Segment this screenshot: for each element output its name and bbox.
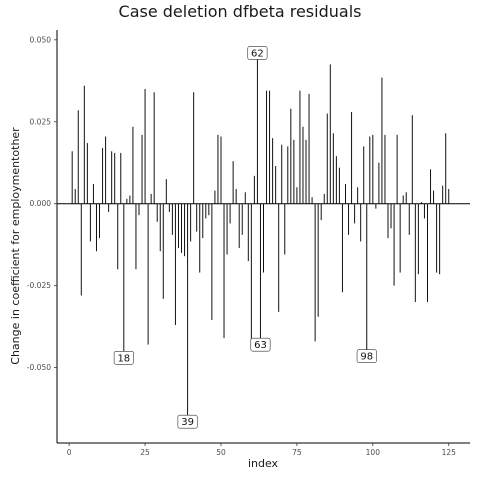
- x-tick-label: 25: [140, 448, 150, 457]
- point-label: 63: [254, 340, 267, 351]
- point-labels: 18 39 62 63 98: [113, 46, 377, 429]
- residual-sticks: [71, 52, 450, 422]
- y-tick-label: -0.050: [27, 363, 51, 372]
- x-tick-label: 50: [216, 448, 226, 457]
- x-axis-ticks: 0 25 50 75 100 125: [67, 443, 456, 457]
- y-axis-ticks: -0.050 -0.025 0.000 0.025 0.050: [27, 35, 57, 372]
- y-tick-label: 0.025: [30, 117, 52, 126]
- point-label: 18: [117, 353, 130, 364]
- x-tick-label: 100: [366, 448, 381, 457]
- y-tick-label: 0.050: [30, 35, 52, 44]
- point-label-box: [177, 414, 198, 429]
- point-label-box: [356, 349, 377, 363]
- point-label: 98: [360, 352, 373, 363]
- y-tick-label: -0.025: [27, 281, 51, 290]
- x-tick-label: 125: [442, 448, 457, 457]
- point-label-box: [113, 350, 134, 365]
- y-axis-title: Change in coefficient for employmentothe…: [9, 127, 22, 365]
- plot-area: 18 39 62 63 98: [57, 46, 470, 429]
- x-tick-label: 0: [67, 448, 72, 457]
- point-label-box: [250, 337, 271, 352]
- x-tick-label: 75: [292, 448, 302, 457]
- y-tick-label: 0.000: [30, 199, 52, 208]
- point-label: 39: [181, 417, 194, 428]
- point-label-box: [247, 46, 268, 60]
- chart-title: Case deletion dfbeta residuals: [119, 2, 362, 21]
- x-axis-title: index: [248, 457, 279, 470]
- point-label: 62: [251, 48, 264, 59]
